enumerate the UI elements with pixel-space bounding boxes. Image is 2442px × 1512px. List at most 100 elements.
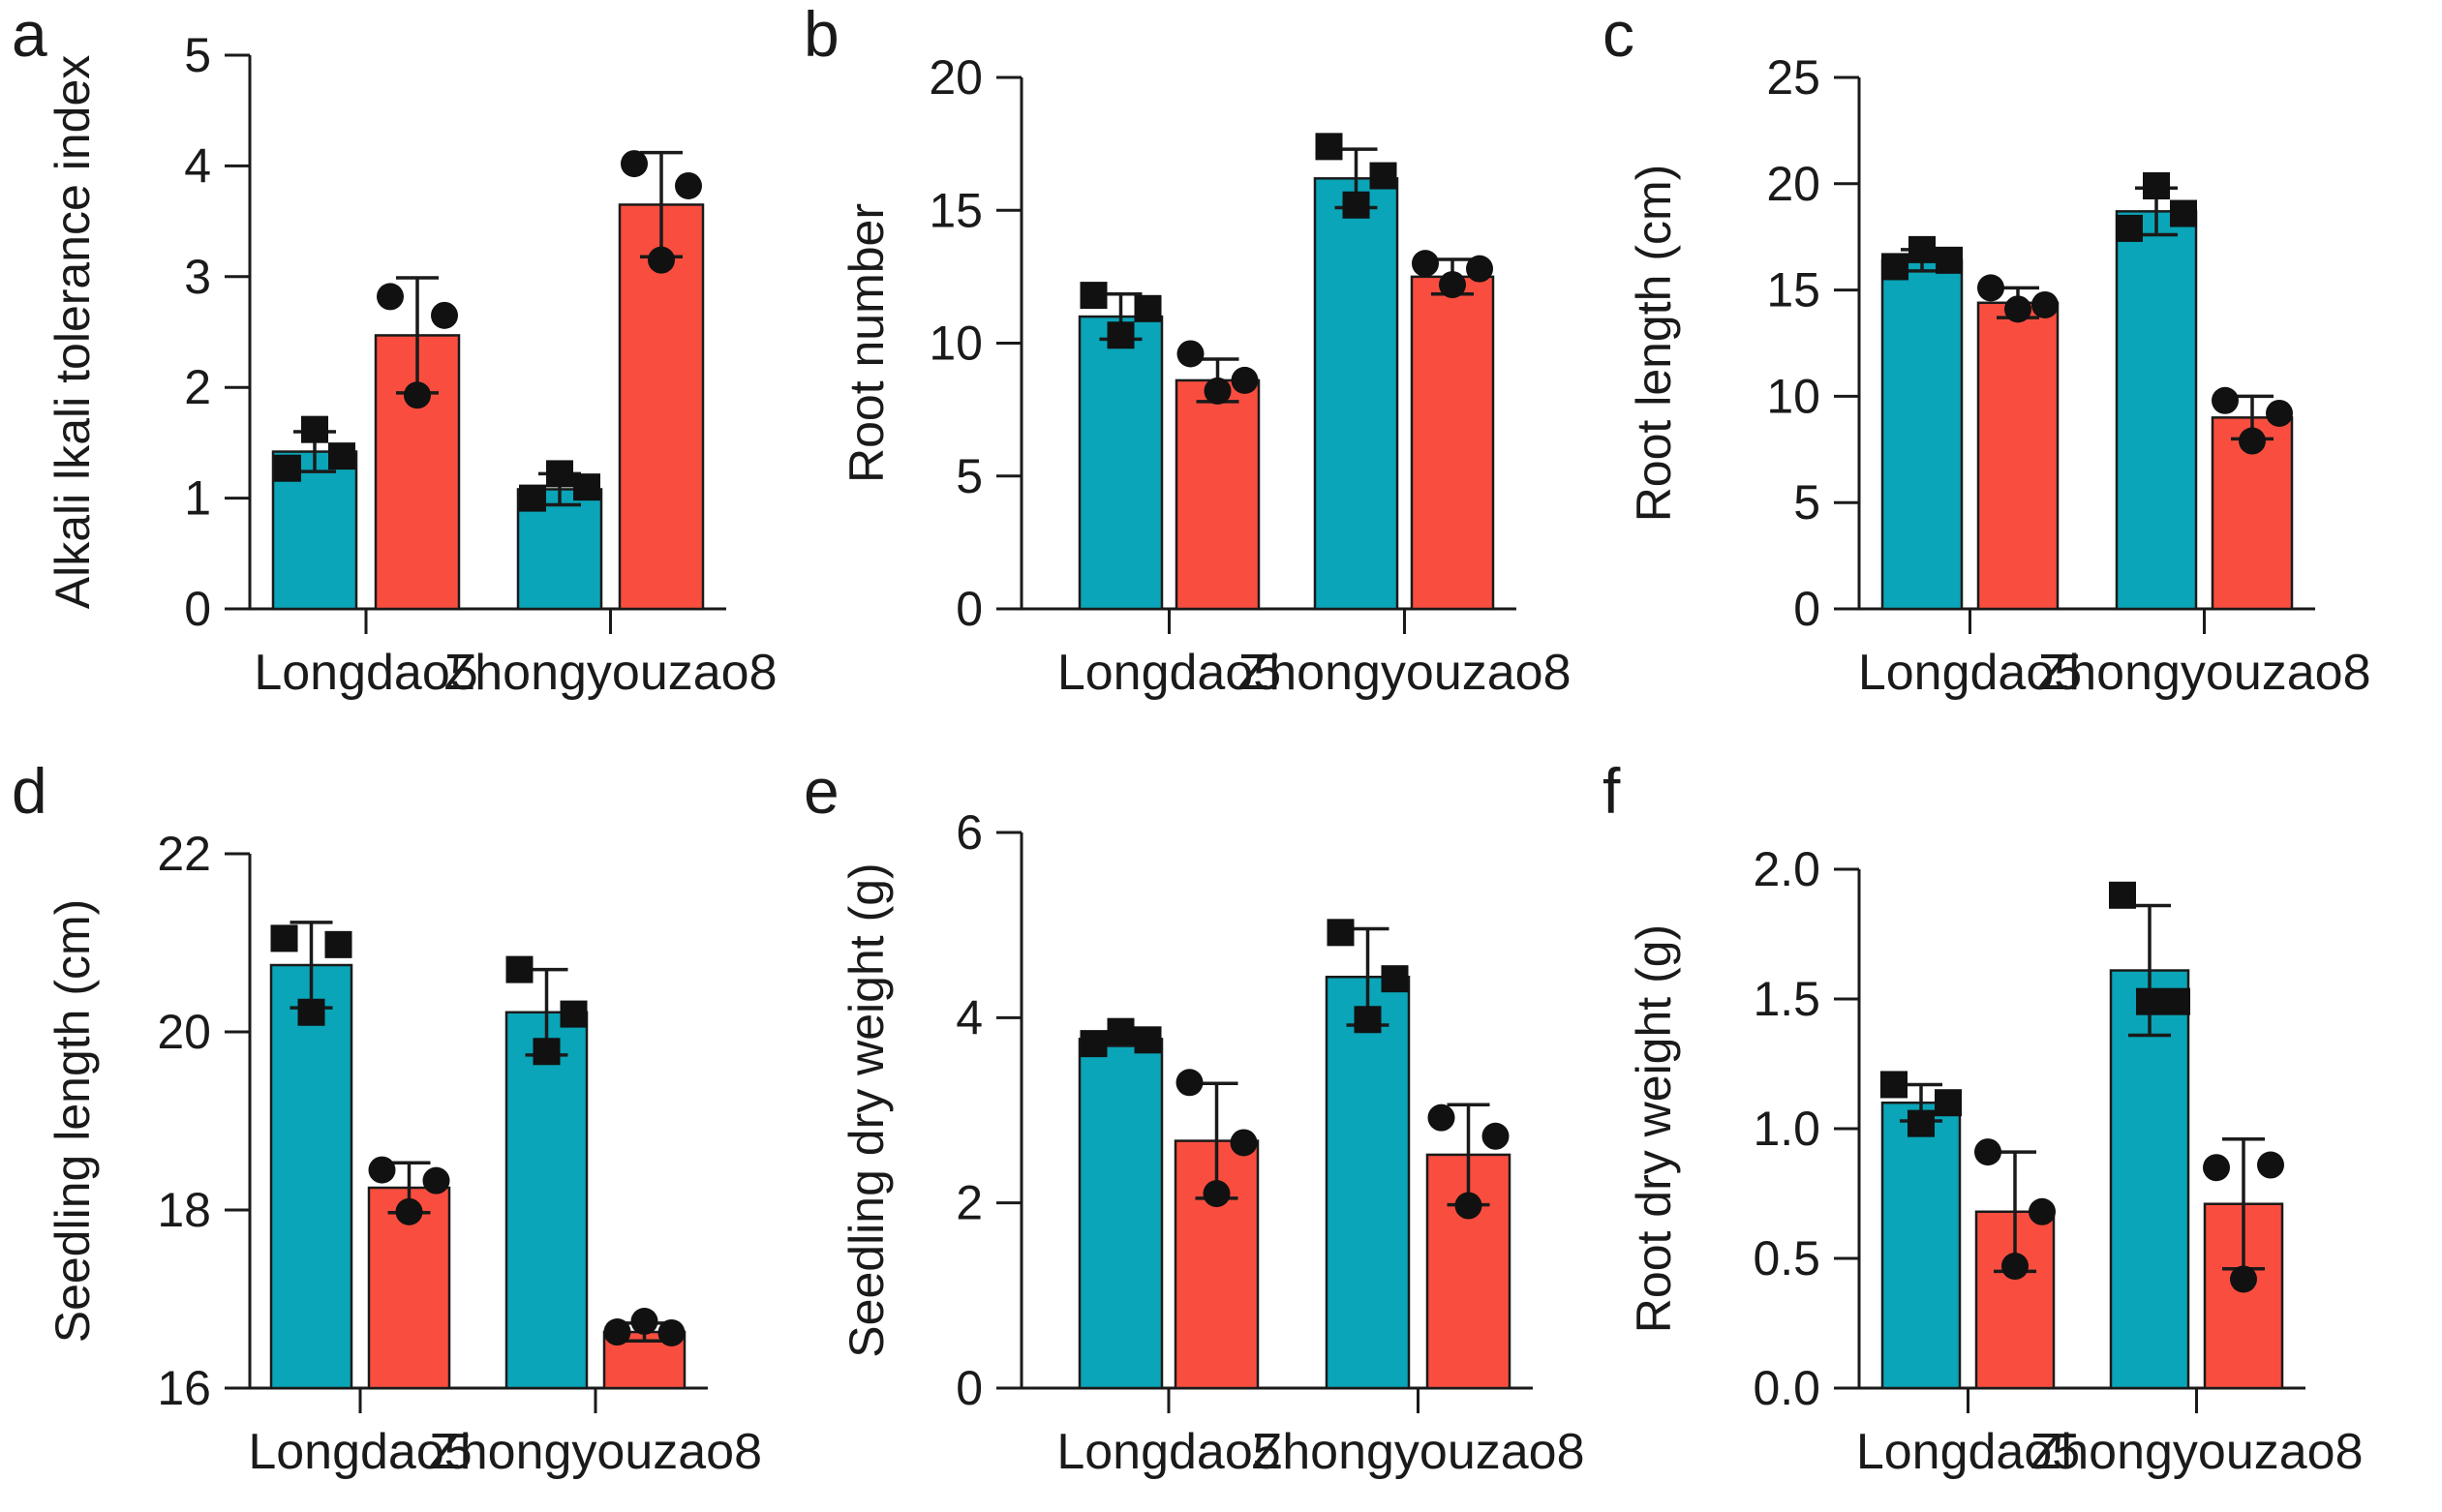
category-label: Longdao5 <box>248 1424 472 1480</box>
category-label: Longdao5 <box>1057 645 1281 701</box>
category-label: Longdao5 <box>1856 1424 2080 1480</box>
data-point <box>1381 965 1409 993</box>
data-point <box>1974 1138 2001 1166</box>
y-tick-label: 2 <box>184 360 211 414</box>
data-point <box>2116 214 2143 242</box>
panel-letter: f <box>1603 755 1621 827</box>
data-point <box>2203 1154 2230 1182</box>
bar-blue-Zhongyouzao8 <box>2115 210 2198 611</box>
category-label: Zhongyouzao8 <box>443 645 777 701</box>
bar-red-Longdao5 <box>1175 378 1261 611</box>
bar-blue-Zhongyouzao8 <box>1325 975 1411 1390</box>
bar-blue-Longdao5 <box>269 963 353 1390</box>
data-point <box>1936 246 1963 274</box>
y-tick-label: 18 <box>157 1183 211 1237</box>
y-tick-label: 0 <box>956 1361 983 1415</box>
data-point <box>2143 171 2170 199</box>
y-tick-label: 25 <box>1766 50 1820 105</box>
data-point <box>1412 250 1439 278</box>
y-axis-title: Root dry weight (g) <box>1627 924 1681 1333</box>
data-point <box>1080 282 1108 310</box>
data-point <box>1327 919 1355 947</box>
data-point <box>630 1308 658 1335</box>
y-axis-title: Alkali lkali tolerance index <box>46 55 100 610</box>
bar-blue-Zhongyouzao8 <box>504 1011 589 1390</box>
data-point <box>2170 199 2197 227</box>
y-tick-label: 10 <box>929 317 983 371</box>
y-axis-title: Seedling length (cm) <box>46 899 100 1344</box>
data-point <box>1935 1089 1962 1117</box>
data-point <box>1481 1122 1510 1150</box>
data-point <box>2004 295 2031 323</box>
data-point <box>1080 1030 1108 1058</box>
bar-red-Longdao5 <box>1976 301 2060 611</box>
y-tick-label: 2.0 <box>1753 842 1820 896</box>
category-label: Zhongyouzao8 <box>1251 1424 1584 1480</box>
y-tick-label: 5 <box>184 28 211 82</box>
y-tick-label: 0 <box>1793 582 1820 636</box>
data-point <box>657 1318 686 1346</box>
data-point <box>1315 133 1343 161</box>
y-tick-label: 15 <box>929 183 983 237</box>
category-label: Longdao5 <box>1858 645 2082 701</box>
data-point <box>1342 191 1370 219</box>
y-tick-label: 15 <box>1766 263 1820 318</box>
y-tick-label: 4 <box>956 990 983 1044</box>
y-tick-label: 2 <box>956 1176 983 1230</box>
data-point <box>368 1156 396 1184</box>
data-point <box>2230 1265 2257 1293</box>
data-point <box>2109 881 2136 909</box>
y-tick-label: 1.0 <box>1753 1102 1820 1156</box>
data-point <box>1354 1006 1382 1034</box>
y-tick-label: 5 <box>1793 475 1820 529</box>
y-tick-label: 1 <box>184 471 211 526</box>
y-tick-label: 20 <box>157 1005 211 1059</box>
data-point <box>1881 253 1908 281</box>
bar-blue-Longdao5 <box>1078 315 1164 611</box>
y-tick-label: 5 <box>956 449 983 503</box>
data-point <box>1176 340 1205 368</box>
data-point <box>1977 274 2004 302</box>
y-tick-label: 3 <box>184 250 211 304</box>
data-point <box>1134 1026 1162 1054</box>
data-point <box>1369 162 1397 190</box>
data-point <box>1880 1071 1908 1099</box>
data-point <box>533 1038 561 1066</box>
data-point <box>2163 987 2190 1015</box>
data-point <box>675 171 702 199</box>
data-point <box>1427 1104 1455 1132</box>
bar-red-Zhongyouzao8 <box>1410 275 1495 611</box>
data-point <box>2212 386 2239 414</box>
y-tick-label: 22 <box>157 827 211 881</box>
y-tick-label: 4 <box>184 138 211 193</box>
category-label: Longdao5 <box>1056 1424 1280 1480</box>
data-point <box>1204 377 1232 405</box>
data-point <box>1454 1192 1482 1220</box>
data-point <box>505 955 534 983</box>
data-point <box>573 473 600 501</box>
data-point <box>1466 255 1493 283</box>
data-point <box>377 283 404 311</box>
data-point <box>1134 294 1162 322</box>
y-tick-label: 10 <box>1766 369 1820 423</box>
data-point <box>328 442 355 470</box>
bar-blue-Zhongyouzao8 <box>2109 969 2190 1390</box>
data-point <box>546 460 573 488</box>
data-point <box>1107 321 1135 349</box>
data-point <box>1908 1109 1935 1137</box>
panel-letter: d <box>12 755 47 827</box>
y-tick-label: 1.5 <box>1753 972 1820 1026</box>
panel-letter: b <box>804 0 839 70</box>
panel-letter: e <box>804 755 839 827</box>
y-axis-title: Root number <box>839 203 894 483</box>
data-point <box>1908 235 1936 263</box>
data-point <box>431 301 458 329</box>
data-point <box>1231 366 1259 394</box>
y-axis-title: Root length (cm) <box>1627 165 1681 523</box>
data-point <box>274 454 301 482</box>
